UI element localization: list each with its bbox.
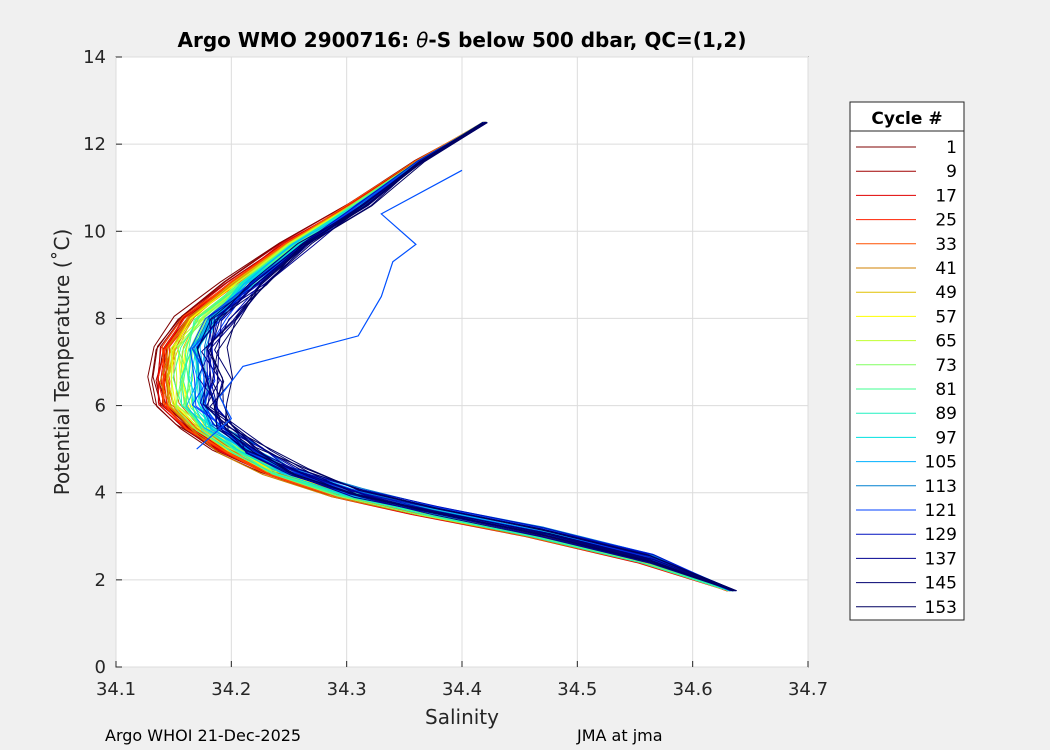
legend-label: 41: [935, 259, 957, 279]
legend-label: 97: [935, 428, 957, 448]
legend-label: 9: [946, 162, 957, 182]
legend-label: 153: [925, 598, 957, 618]
x-tick-label: 34.5: [557, 679, 597, 700]
series-line-cycle-153: [209, 122, 735, 592]
legend-label: 113: [925, 477, 957, 497]
chart-title-prefix: Argo WMO 2900716:: [178, 28, 417, 52]
ticks: 34.1 34.2 34.3 34.4 34.5 34.6 34.7 0 2 4 6 8 10 12 14: [83, 47, 828, 700]
x-tick-label: 34.6: [673, 679, 713, 700]
series-layer: [147, 121, 737, 592]
legend: Cycle # 1 9 17 25 33 41 49 57 65 73 81 89 97 105 113 12…: [849, 101, 965, 621]
footer-left: Argo WHOI 21-Dec-2025: [105, 726, 302, 745]
legend-label: 121: [925, 501, 957, 521]
legend-label: 89: [935, 404, 957, 424]
y-tick-label: 4: [95, 483, 106, 504]
y-tick-label: 12: [83, 134, 106, 155]
legend-label: 129: [925, 525, 957, 545]
x-tick-label: 34.4: [442, 679, 482, 700]
legend-label: 145: [925, 574, 957, 594]
legend-label: 73: [935, 356, 957, 376]
legend-label: 57: [935, 307, 957, 327]
legend-label: 137: [925, 549, 957, 569]
legend-box: [849, 101, 965, 621]
legend-label: 65: [935, 332, 957, 352]
series-line-anomalous: [196, 169, 463, 450]
y-tick-label: 10: [83, 221, 106, 242]
legend-label: 17: [935, 186, 957, 206]
x-tick-label: 34.3: [327, 679, 367, 700]
chart-title: Argo WMO 2900716: θ-S below 500 dbar, QC…: [178, 28, 747, 52]
legend-label: 81: [935, 380, 957, 400]
y-tick-label: 6: [95, 396, 106, 417]
chart-title-suffix: -S below 500 dbar, QC=(1,2): [428, 28, 746, 52]
y-tick-label: 14: [83, 47, 106, 68]
legend-label: 33: [935, 235, 957, 255]
x-tick-label: 34.1: [96, 679, 136, 700]
x-axis-label: Salinity: [425, 705, 499, 729]
x-tick-label: 34.7: [788, 679, 828, 700]
legend-title: Cycle #: [871, 109, 942, 129]
grid: [115, 56, 809, 668]
footer-right: JMA at jma: [577, 726, 663, 745]
y-axis-label: Potential Temperature (˚C): [50, 229, 74, 496]
x-tick-label: 34.2: [211, 679, 251, 700]
y-tick-label: 8: [95, 308, 106, 329]
y-tick-label: 0: [95, 657, 106, 678]
legend-label: 49: [935, 283, 957, 303]
legend-items: 1 9 17 25 33 41 49 57 65 73 81 89 97 105 113 121 129 137 1…: [856, 138, 957, 618]
legend-label: 105: [925, 453, 957, 473]
chart-title-symbol: θ: [416, 28, 428, 52]
y-tick-label: 2: [95, 570, 106, 591]
legend-label: 1: [946, 138, 957, 158]
legend-label: 25: [935, 211, 957, 231]
